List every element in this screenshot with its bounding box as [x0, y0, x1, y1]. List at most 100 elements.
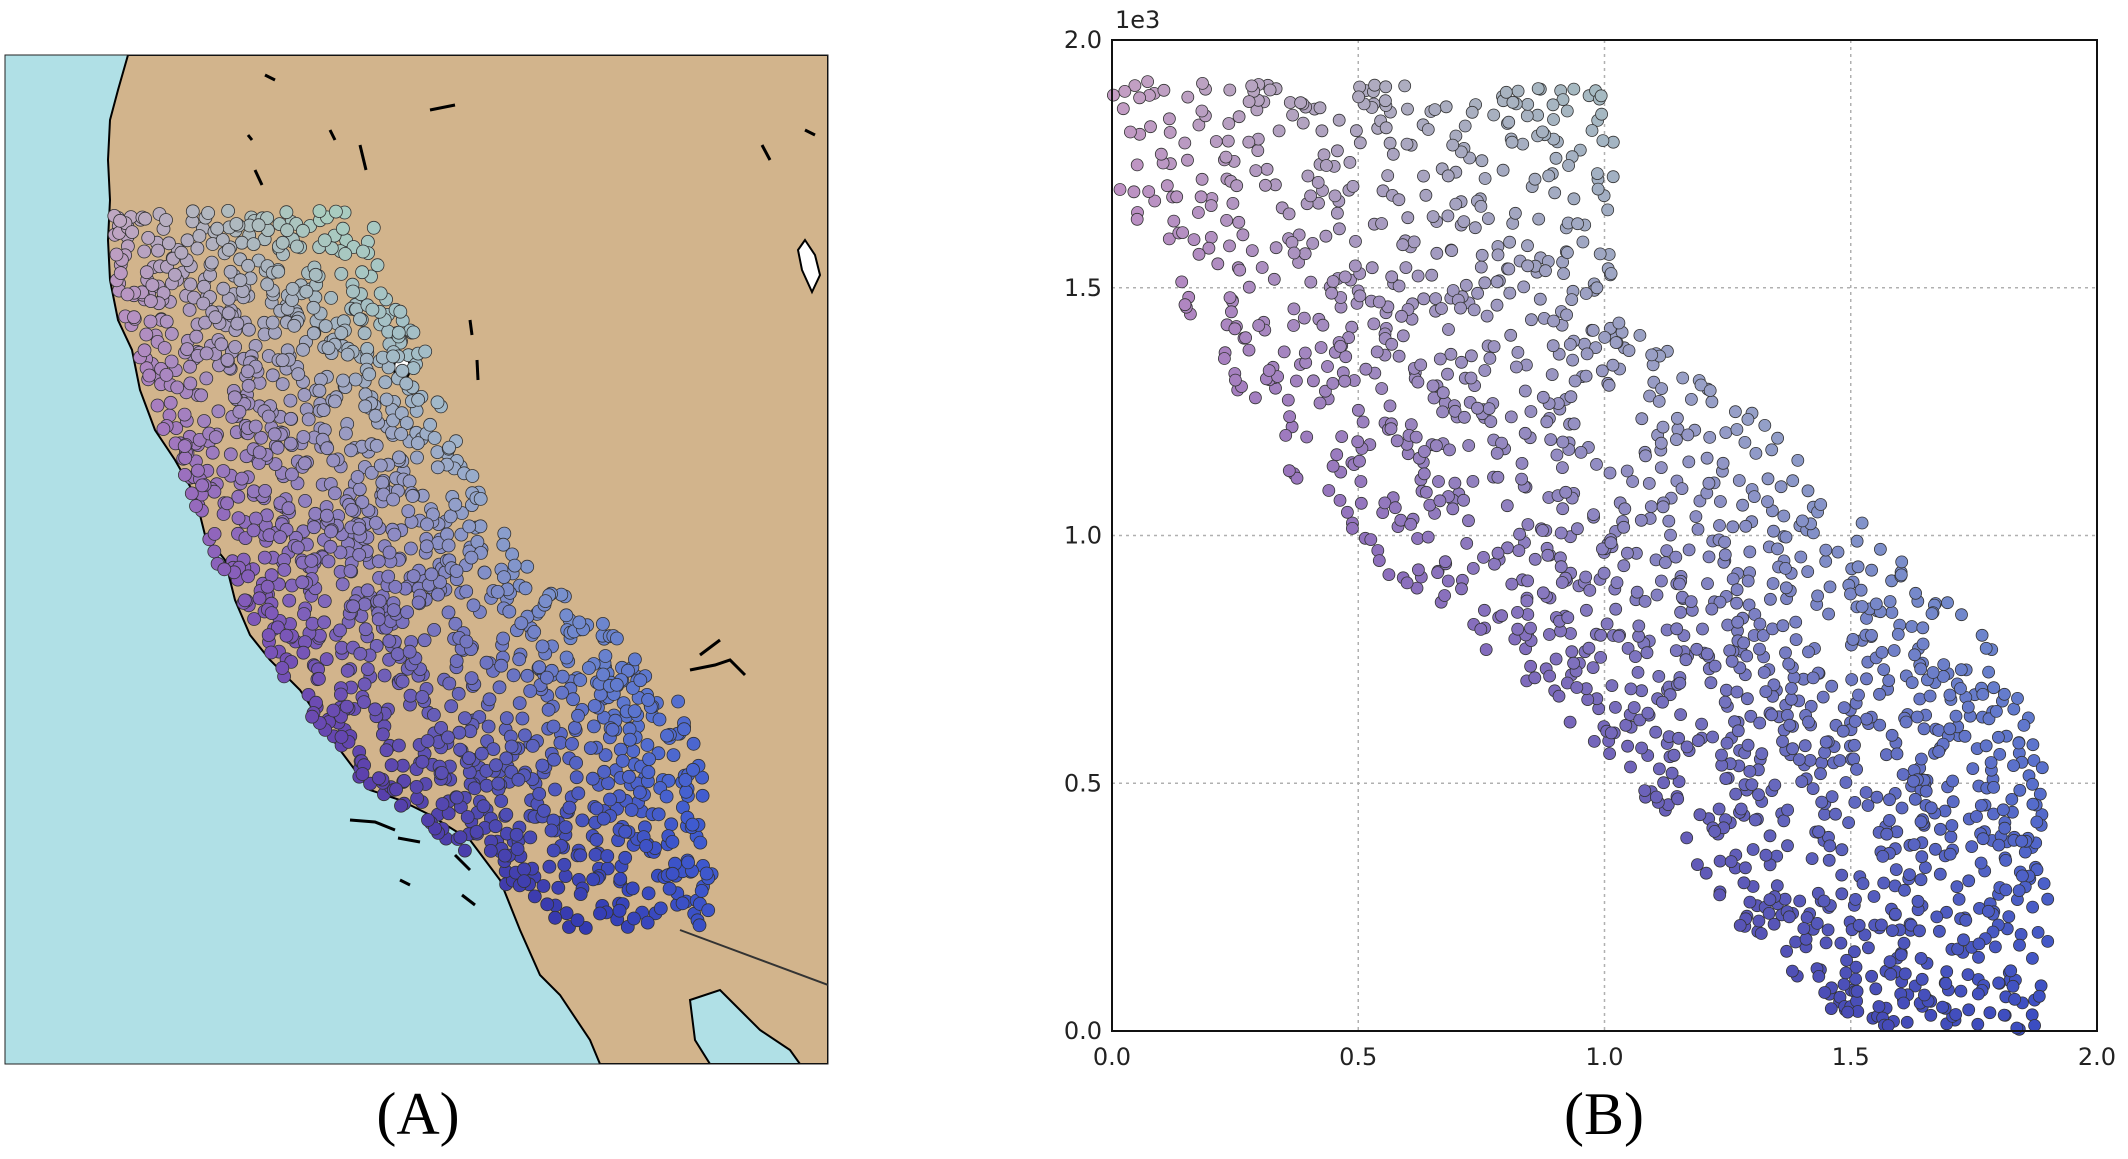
scatter-point [1786, 742, 1799, 756]
map-point [494, 794, 509, 808]
map-point [391, 325, 406, 340]
map-point [291, 367, 306, 382]
map-point [641, 765, 656, 779]
scatter-point [1729, 787, 1743, 801]
scatter-point [1511, 84, 1525, 98]
scatter-point [1848, 796, 1862, 809]
scatter-point [1518, 384, 1532, 398]
scatter-point [1639, 449, 1652, 463]
scatter-point [1945, 819, 1959, 832]
map-point [388, 580, 403, 594]
scatter-point [1504, 328, 1518, 342]
scatter-point [1818, 808, 1831, 821]
map-point [301, 412, 316, 427]
scatter-point [1656, 420, 1670, 434]
scatter-point [1694, 378, 1708, 392]
map-point [327, 486, 342, 501]
scatter-point [1604, 267, 1618, 280]
scatter-point [1536, 586, 1550, 600]
scatter-point [1672, 775, 1686, 788]
scatter-point [1379, 94, 1392, 108]
map-point [451, 686, 466, 701]
scatter-point [1130, 158, 1144, 172]
scatter-point [1638, 595, 1652, 608]
map-point [659, 789, 674, 804]
scatter-point [1771, 431, 1784, 445]
scatter-point [1785, 682, 1798, 695]
scatter-point [1605, 679, 1619, 692]
scatter-point [1753, 617, 1767, 631]
map-point [379, 392, 394, 407]
scatter-point [1496, 163, 1510, 177]
scatter-point [1594, 628, 1608, 642]
scatter-point [1285, 236, 1299, 249]
scatter-point [1900, 1015, 1914, 1029]
scatter-point [1626, 475, 1639, 488]
map-point [665, 835, 680, 849]
map-point [460, 810, 475, 824]
scatter-point [1458, 410, 1471, 424]
scatter-point [1632, 619, 1646, 633]
scatter-point [1187, 233, 1201, 247]
scatter-point [1574, 445, 1588, 459]
scatter-point [1620, 464, 1634, 478]
map-point [499, 807, 514, 822]
scatter-point [1877, 876, 1891, 890]
scatter-point [2007, 702, 2021, 716]
scatter-point [1873, 718, 1887, 732]
scatter-point [1328, 189, 1342, 203]
scatter-point [1556, 93, 1570, 106]
map-point [423, 417, 438, 432]
scatter-point [1645, 348, 1659, 362]
scatter-point [1889, 863, 1903, 876]
scatter-point [1325, 286, 1338, 300]
scatter-point [1996, 803, 2010, 817]
scatter-point [1802, 715, 1815, 729]
scatter-point [1759, 848, 1773, 862]
scatter-point [1351, 435, 1365, 449]
scatter-point [1946, 774, 1959, 788]
scatter-point [1777, 509, 1791, 523]
scatter-point [1976, 832, 1990, 846]
scatter-point [1624, 682, 1638, 696]
map-point [527, 889, 542, 904]
scatter-point [1279, 428, 1293, 442]
scatter-point [1805, 852, 1819, 865]
map-point [390, 647, 405, 661]
scatter-point [1741, 412, 1755, 426]
map-point [494, 658, 509, 673]
scatter-point [1993, 748, 2007, 761]
scatter-point [1349, 234, 1362, 248]
scatter-point [1194, 190, 1208, 204]
scatter-point [1536, 390, 1550, 404]
scatter-point [1315, 124, 1329, 138]
scatter-point [1779, 562, 1792, 575]
scatter-point [1133, 91, 1146, 105]
map-point [466, 598, 481, 613]
scatter-point [1491, 248, 1505, 262]
map-point [327, 394, 342, 409]
scatter-point [1441, 169, 1455, 183]
scatter-point [2002, 910, 2016, 923]
scatter-point [1596, 134, 1610, 148]
scatter-point [1116, 102, 1130, 116]
scatter-point [1875, 646, 1889, 659]
scatter-point [1409, 430, 1423, 444]
scatter-point [1563, 338, 1577, 351]
map-points [107, 203, 719, 935]
scatter-point [1763, 829, 1777, 843]
scatter-point [1468, 221, 1482, 235]
map-point [386, 492, 401, 507]
scatter-point [1908, 648, 1921, 662]
map-point [199, 346, 214, 361]
scatter-point [1741, 574, 1755, 588]
map-point [185, 204, 200, 219]
scatter-point [1321, 360, 1334, 373]
scatter-point [1339, 350, 1353, 364]
scatter-point [1411, 532, 1424, 545]
scatter-point [2018, 845, 2032, 859]
scatter-point [1395, 309, 1408, 323]
map-point [457, 711, 472, 725]
map-point [476, 799, 491, 814]
scatter-point [1654, 436, 1668, 450]
